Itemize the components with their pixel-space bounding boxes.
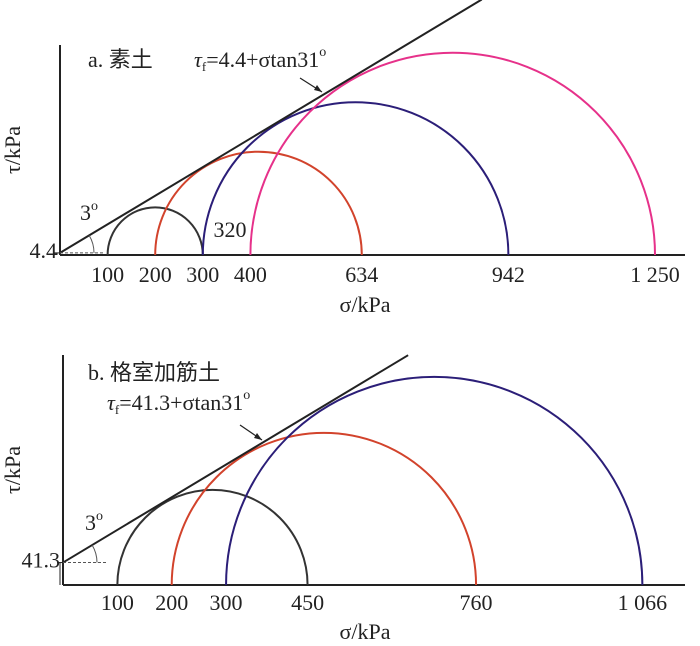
x-tick-label: 300 [210, 590, 243, 615]
angle-degree: o [96, 509, 103, 524]
x-tick-label: 100 [91, 262, 124, 287]
x-tick-label: 1 250 [630, 262, 680, 287]
x-axis-label: σ/kPa [340, 619, 391, 644]
equals: = [119, 390, 131, 415]
mohr-circle [106, 206, 204, 256]
tau-symbol: τ [194, 47, 203, 72]
angle-arc [88, 235, 95, 253]
panel-title: a. 素土 [88, 47, 153, 72]
angle-value: 3 [85, 510, 96, 535]
equals: = [206, 47, 218, 72]
angle-degree: o [91, 199, 98, 214]
phi-value: 31 [221, 390, 243, 415]
pointer-head [314, 85, 322, 92]
envelope-label: τf=41.3+σtan31o [107, 388, 250, 417]
tau-subscript: f [202, 59, 207, 74]
x-tick-label: 450 [291, 590, 324, 615]
x-tick-label: 400 [234, 262, 267, 287]
angle-arc [91, 544, 98, 563]
envelope-line [59, 0, 483, 254]
tau-subscript: f [115, 402, 120, 417]
tan-text: +σtan [246, 47, 297, 72]
y-axis-label: τ/kPa [0, 446, 25, 494]
mohr-circle [170, 431, 478, 586]
phi-value: 31 [297, 47, 319, 72]
mohr-circle [249, 51, 656, 256]
x-tick-label: 634 [345, 262, 378, 287]
annotation: 320 [214, 217, 247, 242]
x-tick-label: 942 [492, 262, 525, 287]
mohr-circle [201, 101, 510, 256]
angle-label: 3o [80, 199, 98, 225]
degree: o [243, 388, 250, 403]
mohr-circle [154, 150, 363, 256]
x-tick-label: 100 [101, 590, 134, 615]
intercept-value: 4.4 [219, 47, 247, 72]
degree: o [319, 45, 326, 60]
x-tick-label: 200 [155, 590, 188, 615]
panel-title: b. 格室加筋土 [88, 360, 220, 385]
x-tick-label: 760 [460, 590, 493, 615]
tau-symbol: τ [107, 390, 116, 415]
tan-text: +σtan [170, 390, 221, 415]
intercept-value: 41.3 [132, 390, 171, 415]
y-tick-label: 4.4 [30, 238, 58, 263]
mohr-circle [116, 488, 309, 586]
mohr-circle [225, 376, 644, 586]
x-tick-label: 1 066 [618, 590, 668, 615]
x-tick-label: 300 [186, 262, 219, 287]
x-tick-label: 200 [139, 262, 172, 287]
pointer-head [254, 433, 262, 440]
x-axis-label: σ/kPa [340, 292, 391, 317]
envelope-label: τf=4.4+σtan31o [194, 45, 326, 74]
y-axis-label: τ/kPa [0, 126, 25, 174]
envelope-line [62, 354, 409, 564]
angle-value: 3 [80, 200, 91, 225]
angle-label: 3o [85, 509, 103, 535]
y-tick-label: 41.3 [22, 548, 61, 573]
